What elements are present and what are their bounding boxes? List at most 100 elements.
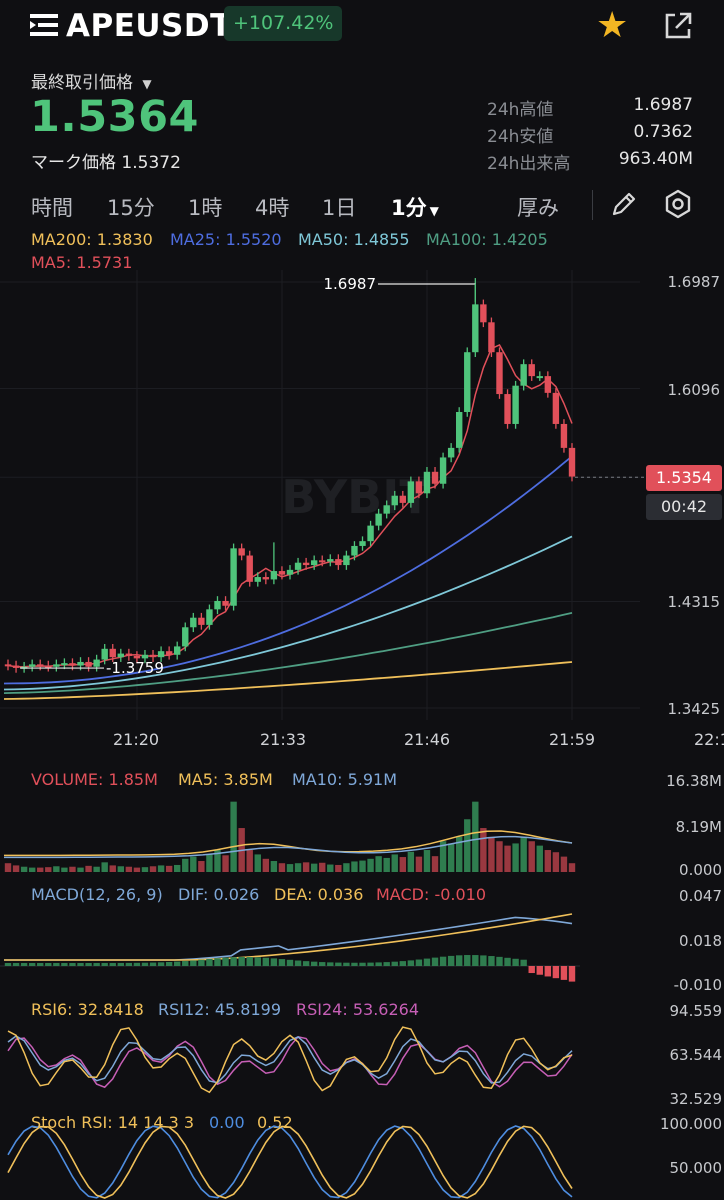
- volume-ma5-label: MA5: 3.85M: [178, 770, 273, 789]
- volume-bar: [182, 858, 189, 872]
- tab-1h[interactable]: 1時: [188, 196, 223, 220]
- volume-label: VOLUME: 1.85M: [31, 770, 158, 789]
- candle-body: [327, 559, 334, 562]
- macd-hist-bar: [182, 961, 189, 966]
- candle-body: [560, 423, 568, 448]
- candle-body: [141, 654, 149, 659]
- volume-bar: [45, 867, 52, 872]
- ma5-label: MA5: 1.5731: [31, 253, 133, 272]
- candle-body: [431, 471, 439, 484]
- macd-hist-bar: [198, 959, 205, 966]
- x-tick: 21:46: [404, 730, 451, 749]
- tab-time[interactable]: 時間: [31, 196, 73, 220]
- candle-body: [278, 571, 286, 575]
- volume-bar: [488, 836, 495, 872]
- candle-body: [101, 648, 108, 660]
- macd-hist-bar: [536, 966, 543, 975]
- candlestick-chart[interactable]: BYBIT 1.6987 -1.3759: [0, 270, 724, 720]
- macd-hist-bar: [472, 955, 479, 966]
- macd-hist-bar: [528, 966, 535, 974]
- volume-bar: [174, 864, 181, 872]
- tab-1m-selected[interactable]: 1分 ▼: [391, 196, 439, 220]
- stoch-tick: 100.000: [659, 1115, 722, 1133]
- caret-down-icon: ▼: [429, 204, 439, 218]
- candle-body: [222, 600, 229, 606]
- rsi-tick: 32.529: [669, 1090, 723, 1108]
- candle-body: [472, 304, 479, 353]
- symbol-title[interactable]: APEUSDT: [66, 8, 232, 44]
- last-price-label[interactable]: 最終取引価格 ▼: [31, 73, 152, 93]
- macd-hist-bar: [520, 959, 527, 966]
- ma100-line: [3, 612, 573, 694]
- volume-bar: [552, 852, 560, 872]
- depth-tab[interactable]: 厚み: [517, 196, 559, 220]
- macd-hist-bar: [335, 962, 342, 966]
- tab-4h[interactable]: 4時: [255, 196, 290, 220]
- volume-bar: [399, 857, 406, 872]
- settings-icon[interactable]: [663, 189, 693, 219]
- candle-body: [319, 560, 326, 563]
- macd-tick: 0.047: [679, 887, 722, 905]
- last-price: 1.5364: [30, 92, 199, 142]
- tab-1d[interactable]: 1日: [322, 196, 357, 220]
- macd-hist-bar: [447, 955, 455, 966]
- stat-low-value: 0.7362: [633, 122, 693, 142]
- x-tick: 21:20: [113, 730, 160, 749]
- volume-bar: [61, 867, 68, 872]
- macd-hist-bar: [319, 962, 326, 966]
- volume-bar: [496, 841, 503, 872]
- caret-down-icon: ▼: [142, 77, 152, 91]
- macd-title: MACD(12, 26, 9): [31, 885, 163, 904]
- candle-body: [77, 661, 84, 666]
- volume-chart[interactable]: [0, 790, 724, 875]
- macd-hist-bar: [302, 961, 310, 966]
- macd-dif-label: DIF: 0.026: [178, 885, 260, 904]
- volume-bar: [391, 854, 398, 872]
- pencil-icon[interactable]: [610, 190, 638, 218]
- volume-bar: [69, 866, 76, 872]
- macd-hist-bar: [93, 962, 100, 966]
- candle-body: [544, 376, 552, 393]
- macd-hist-bar: [190, 960, 197, 966]
- tab-15m[interactable]: 15分: [107, 196, 155, 220]
- ma100-label: MA100: 1.4205: [426, 230, 548, 249]
- candle-body: [125, 653, 133, 656]
- rsi-tick: 63.544: [669, 1046, 723, 1064]
- volume-bar: [262, 858, 270, 872]
- share-icon[interactable]: [662, 10, 694, 42]
- macd-chart[interactable]: [0, 900, 724, 995]
- volume-bar: [28, 867, 36, 872]
- volume-bar: [20, 866, 28, 872]
- volume-bar: [141, 867, 149, 872]
- volume-ma5-line: [3, 830, 573, 857]
- macd-hist-bar: [270, 958, 278, 966]
- volume-tick: 8.19M: [675, 818, 722, 836]
- rsi-chart[interactable]: [0, 1010, 724, 1110]
- macd-hist-bar: [568, 966, 576, 982]
- candle-body: [568, 447, 576, 477]
- macd-hist-bar: [431, 957, 439, 966]
- volume-bar: [456, 836, 463, 872]
- candle-body: [230, 548, 237, 606]
- change-badge: +107.42%: [224, 6, 343, 41]
- menu-icon[interactable]: [30, 14, 58, 36]
- volume-bar: [165, 865, 173, 872]
- candle-body: [512, 385, 519, 424]
- stat-high-label: 24h高値: [487, 100, 554, 120]
- volume-tick: 0.000: [679, 861, 722, 879]
- candle-body: [238, 548, 245, 556]
- macd-hist-bar: [238, 957, 245, 966]
- star-icon[interactable]: ★: [596, 5, 629, 46]
- candle-body: [12, 665, 20, 668]
- macd-hist-bar: [383, 962, 390, 966]
- macd-hist-bar: [278, 959, 286, 966]
- candle-body: [302, 562, 310, 566]
- volume-bar: [544, 850, 552, 872]
- stoch-rsi-chart[interactable]: [0, 1120, 724, 1200]
- volume-bar: [367, 858, 374, 872]
- candle-body: [504, 394, 511, 424]
- candle-body: [157, 651, 165, 658]
- volume-bar: [536, 845, 543, 872]
- ma25-label: MA25: 1.5520: [170, 230, 282, 249]
- macd-hist-bar: [109, 962, 116, 966]
